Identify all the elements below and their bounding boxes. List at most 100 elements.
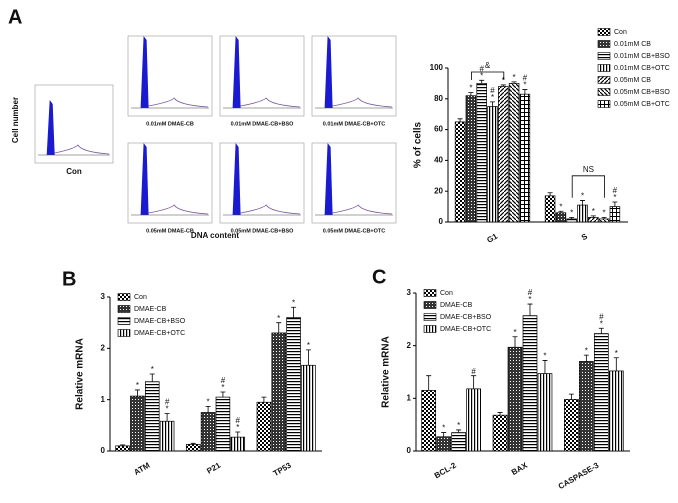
error-bar	[497, 412, 503, 416]
bar	[465, 95, 477, 223]
y-tick-label: 2	[407, 341, 412, 350]
bar	[566, 218, 577, 223]
significance-marker: *	[151, 365, 154, 374]
error-bar	[441, 432, 447, 437]
error-bar	[235, 431, 241, 438]
bar	[271, 332, 287, 452]
significance-marker: #	[221, 376, 226, 385]
error-bar	[134, 389, 140, 397]
bar	[200, 412, 216, 452]
significance-marker: *	[615, 349, 618, 358]
legend-swatch	[597, 64, 611, 72]
bar	[519, 93, 531, 223]
flow-label: 0.01mM DMAE-CB+BSO	[231, 121, 295, 127]
comparison-label: &	[485, 61, 491, 70]
flow-label: 0.05mM DMAE-CB+OTC	[323, 228, 386, 234]
flow-peak	[140, 36, 149, 108]
significance-marker: *	[491, 93, 494, 102]
y-tick-label: 2	[101, 343, 106, 352]
flow-peak	[324, 36, 333, 108]
significance-marker: *	[502, 76, 505, 85]
significance-marker: #	[613, 186, 618, 195]
comparison-label: NS	[583, 165, 594, 174]
error-bar	[149, 373, 155, 382]
flow-curve	[240, 204, 301, 215]
significance-marker: *	[523, 81, 526, 90]
significance-marker: *	[559, 202, 562, 211]
y-tick-label: 0	[439, 217, 444, 226]
legend-label: DMAE-CB	[134, 306, 167, 313]
bar	[256, 401, 272, 452]
legend-swatch	[423, 325, 437, 333]
legend-swatch	[117, 293, 131, 301]
error-bar	[291, 306, 297, 318]
bar	[454, 121, 466, 223]
bar	[579, 361, 594, 452]
significance-marker: *	[457, 421, 460, 430]
flow-plot	[219, 35, 305, 117]
significance-marker: *	[307, 341, 310, 350]
bar	[564, 399, 579, 452]
flow-plot	[219, 142, 305, 224]
bar	[555, 212, 567, 223]
significance-marker: *	[469, 84, 472, 93]
y-axis-label: Relative mRNA	[381, 336, 392, 408]
flow-y-label: Cell number	[11, 97, 20, 143]
legend-swatch	[117, 329, 131, 337]
bar	[487, 106, 498, 223]
flow-curve	[332, 204, 393, 215]
legend-label: 0.05mM CB	[614, 77, 651, 84]
flow-curve	[148, 204, 209, 215]
legend-swatch	[423, 301, 437, 309]
x-tick-label: G1	[485, 231, 499, 244]
flow-peak	[232, 36, 241, 108]
significance-marker: *	[585, 346, 588, 355]
significance-marker: *	[581, 192, 584, 201]
legend-label: DMAE-CB+BSO	[134, 318, 186, 325]
bar	[537, 373, 553, 452]
flow-peak	[46, 100, 55, 155]
y-tick-label: 3	[101, 292, 106, 301]
significance-marker: *	[166, 405, 169, 414]
error-bar	[468, 92, 474, 96]
bar	[466, 388, 481, 452]
y-axis-label: % of cells	[413, 122, 424, 169]
legend-swatch	[117, 317, 131, 325]
x-tick-label: BCL-2	[433, 460, 458, 480]
error-bar	[261, 396, 267, 403]
bar	[215, 396, 231, 452]
error-bar	[276, 322, 282, 333]
y-tick-label: 1	[101, 395, 106, 404]
significance-marker: #	[490, 86, 495, 95]
flow-peak	[140, 143, 149, 215]
significance-marker: *	[603, 208, 606, 217]
error-bar	[527, 303, 533, 316]
error-bar	[511, 81, 517, 84]
flow-peak	[324, 143, 333, 215]
significance-marker: #	[523, 74, 528, 83]
y-tick-label: 0	[407, 446, 412, 455]
error-bar	[580, 200, 585, 206]
y-tick-label: 40	[434, 156, 443, 165]
significance-marker: *	[600, 319, 603, 328]
y-tick-label: 60	[434, 125, 443, 134]
legend-swatch	[597, 28, 611, 36]
significance-marker: *	[136, 381, 139, 390]
error-bar	[471, 375, 477, 389]
error-bar	[568, 393, 574, 400]
bar	[451, 432, 466, 452]
bar	[492, 414, 508, 452]
significance-marker: *	[480, 71, 483, 80]
significance-marker: *	[442, 424, 445, 433]
bar	[498, 86, 509, 223]
error-bar	[542, 360, 548, 374]
error-bar	[220, 391, 226, 398]
bar	[608, 370, 624, 452]
x-tick-label: TP53	[272, 460, 294, 478]
legend-swatch	[597, 88, 611, 96]
y-tick-label: 80	[434, 94, 443, 103]
error-bar	[190, 442, 196, 445]
bar	[436, 436, 452, 452]
legend-label: 0.05mM CB+OTC	[614, 101, 670, 108]
